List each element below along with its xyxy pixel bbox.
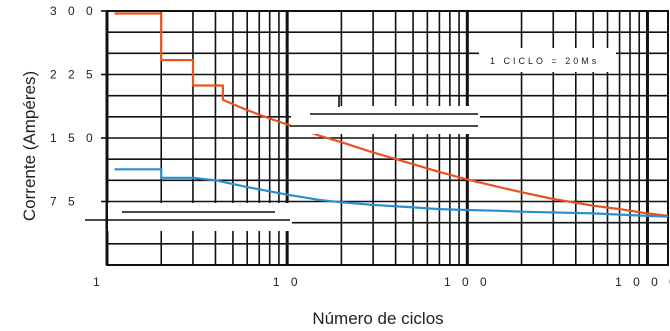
- x-tick-label: 1 0: [273, 275, 302, 289]
- y-tick-label: 2 2 5: [50, 68, 97, 82]
- y-tick-label: 3 0 0: [50, 4, 97, 18]
- tick-labels: 3 0 0 2 2 5 1 5 0 7 5 1 1 0 1 0 0 1 0 0 0: [50, 4, 670, 289]
- y-axis-label: Corrente (Ampéres): [20, 71, 39, 221]
- legend-box-upper: [291, 106, 480, 134]
- x-tick-label: 1 0 0 0: [615, 275, 670, 289]
- x-tick-label: 1 0 0: [444, 275, 491, 289]
- legend-box-lower: [108, 203, 292, 231]
- x-axis-label: Número de ciclos: [312, 309, 443, 328]
- y-tick-label: 7 5: [50, 195, 79, 209]
- cycle-annotation: 1 CICLO = 20Ms: [490, 56, 599, 66]
- x-tick-label: 1: [93, 275, 104, 289]
- y-tick-label: 1 5 0: [50, 131, 97, 145]
